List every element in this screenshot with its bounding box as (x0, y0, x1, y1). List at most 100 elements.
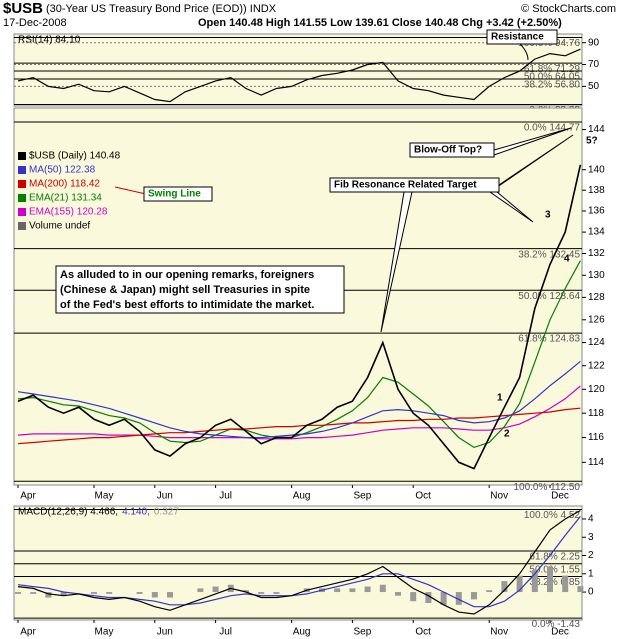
legend-entry: Volume undef (29, 221, 90, 232)
panel (13, 33, 583, 107)
legend-entry: RSI(14) 84.10 (18, 35, 81, 46)
y-tick-label: 144 (588, 124, 605, 135)
legend-entry: EMA(21) 131.34 (29, 193, 102, 204)
callout: Fib Resonance Related Target (334, 180, 477, 191)
fib-label: 100.0% 4.52 (524, 510, 581, 521)
histogram-bar (167, 592, 173, 598)
legend-entry: MACD(12,26,9) 4.466, (18, 507, 118, 518)
x-tick-label: Jun (157, 627, 173, 638)
histogram-bar (197, 588, 204, 593)
series-line (17, 509, 581, 615)
fib-label: 61.8% 71.29 (524, 64, 581, 75)
legend-swatch (18, 180, 26, 188)
fib-label: 38.2% 132.45 (518, 249, 580, 260)
histogram-bar (425, 592, 432, 604)
fib-label: 61.8% 124.83 (518, 334, 580, 345)
date: 17-Dec-2008 (3, 17, 67, 29)
y-tick-label: 116 (588, 432, 604, 443)
histogram-bar (455, 592, 462, 605)
histogram-bar (364, 586, 371, 593)
legend-entry: 0.327 (154, 507, 179, 518)
histogram-bar (410, 592, 417, 602)
x-tick-label: Nov (490, 627, 508, 638)
y-tick-label: 70 (588, 59, 600, 70)
wave-label: 4 (564, 254, 570, 265)
histogram-bar (15, 592, 21, 594)
wave-label: 3 (545, 210, 551, 221)
x-tick-label: Nov (490, 491, 508, 502)
histogram-bar (440, 592, 447, 605)
y-tick-label: 114 (588, 457, 604, 468)
histogram-bar (151, 592, 158, 598)
legend-swatch (18, 152, 26, 160)
wave-label: 1 (497, 393, 503, 404)
histogram-bar (379, 584, 386, 593)
histogram-bar (30, 592, 37, 594)
y-tick-label: 124 (588, 337, 605, 348)
wave-label: 2 (504, 429, 510, 440)
histogram-bar (212, 586, 219, 593)
y-tick-label: 130 (588, 270, 605, 281)
x-tick-label: Aug (293, 627, 311, 638)
y-tick-label: 122 (588, 360, 605, 371)
y-tick-label: 50 (588, 81, 600, 92)
annotations: Resistance Blow-Off Top? Fib Resonance R… (55, 29, 598, 440)
y-tick-label: 140 (588, 164, 605, 175)
x-tick-label: Aug (293, 491, 311, 502)
callout-box (486, 29, 558, 45)
histogram-bar (471, 592, 477, 600)
callout-box (329, 177, 500, 193)
x-tick-label: Jul (219, 627, 232, 638)
fib-label: 61.8% 2.25 (529, 552, 580, 563)
note-line: (Chinese & Japan) might sell Treasuries … (60, 284, 310, 296)
legend-swatch (18, 194, 26, 202)
y-tick-label: 120 (588, 384, 605, 395)
y-tick-label: 4 (588, 514, 594, 525)
note-box (55, 265, 345, 314)
legend-entry: MA(200) 118.42 (29, 179, 100, 190)
quote: Open 140.48 High 141.55 Low 139.61 Close… (198, 17, 562, 29)
x-tick-label: Apr (20, 627, 36, 638)
fib-label: 50.0% 128.64 (518, 291, 580, 302)
histogram-bar (531, 570, 538, 593)
histogram-bar (349, 588, 356, 593)
y-tick-label: 126 (588, 314, 605, 325)
series-line (17, 385, 581, 440)
arrow (114, 186, 147, 195)
histogram-bar (547, 566, 553, 593)
callout-box (143, 186, 213, 202)
y-tick-label: 90 (588, 37, 600, 48)
histogram-bar (516, 575, 523, 593)
fib-label: 0.0% 144.77 (524, 123, 581, 134)
x-tick-label: Dec (551, 491, 569, 502)
fib-label: 50.0% 64.05 (524, 72, 581, 83)
y-tick-label: 128 (588, 292, 605, 303)
credit: © StockCharts.com (521, 3, 616, 15)
legend-entry: EMA(155) 120.28 (29, 207, 108, 218)
y-tick-label: 118 (588, 408, 604, 419)
wave-label: 5? (586, 136, 598, 147)
y-tick-label: 2 (588, 550, 594, 561)
histogram-bar (106, 592, 113, 594)
legend-entry: $USB (Daily) 140.48 (29, 151, 121, 162)
panel (13, 505, 583, 621)
fib-label: 38.2% 56.80 (524, 80, 581, 91)
histogram-bar (577, 586, 584, 593)
histogram-bar (243, 590, 249, 593)
series-line (17, 360, 581, 439)
series-line (17, 164, 582, 470)
histogram-bar (91, 592, 97, 594)
histogram-bar (60, 592, 67, 596)
arrow (519, 43, 529, 61)
x-tick-label: Oct (415, 627, 431, 638)
x-tick-label: Sep (354, 491, 372, 502)
x-tick-label: Jun (157, 491, 173, 502)
y-tick-label: 138 (588, 185, 605, 196)
histogram-bar (136, 592, 143, 594)
histogram-bar (334, 588, 341, 593)
callout: Swing Line (148, 189, 201, 200)
